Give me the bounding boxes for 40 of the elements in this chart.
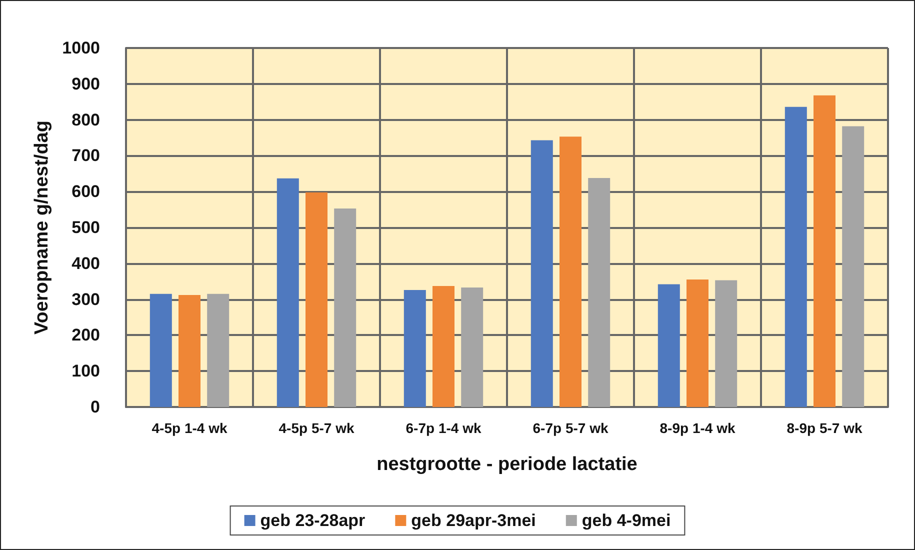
y-tick-label: 300 [72,290,100,309]
bar [404,290,426,407]
x-tick-label: 6-7p 1-4 wk [406,420,482,436]
bar [560,136,582,407]
y-tick-label: 100 [72,362,100,381]
y-tick-label: 0 [90,398,100,416]
bar [588,178,610,407]
bar [842,126,864,407]
y-tick-label: 800 [72,110,100,130]
y-tick-label: 700 [72,146,100,166]
bar [686,280,708,407]
bar [306,192,328,407]
legend-label: geb 23-28apr [260,511,366,530]
x-tick-label: 4-5p 1-4 wk [152,420,228,436]
bar [784,106,807,407]
bar [150,294,172,407]
bar [334,208,356,407]
bar [178,294,200,407]
bar [432,286,454,407]
y-tick-label: 1000 [62,38,100,58]
x-tick-label: 4-5p 5-7 wk [278,420,354,436]
y-tick-label: 600 [72,182,100,202]
legend-label: geb 4-9mei [582,511,671,530]
y-tick-label: 200 [72,326,100,345]
bar [207,294,230,407]
bar [658,284,680,407]
x-tick-label: 8-9p 1-4 wk [660,420,736,436]
bar [715,280,738,407]
bar [276,178,299,407]
y-axis-title: Voeropname g/nest/dag [31,120,52,334]
x-tick-label: 8-9p 5-7 wk [786,420,862,436]
x-axis-title: nestgrootte - periode lactatie [376,454,638,475]
y-tick-label: 900 [72,74,100,94]
y-tick-label: 500 [72,218,100,237]
bar [461,287,484,407]
x-tick-label: 6-7p 5-7 wk [532,420,608,436]
legend-label: geb 29apr-3mei [411,511,536,530]
bar [530,140,553,407]
y-tick-label: 400 [72,254,100,273]
bar [814,95,836,407]
